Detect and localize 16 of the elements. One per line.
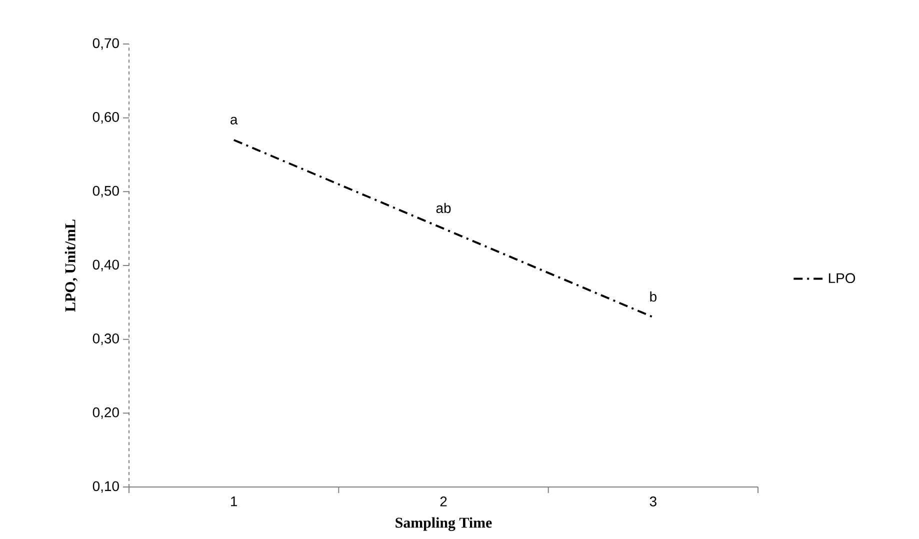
y-tick-label: 0,60 [92, 112, 119, 124]
x-axis-title: Sampling Time [396, 517, 492, 531]
y-tick-label: 0,50 [92, 186, 119, 198]
y-tick-label: 0,40 [92, 260, 119, 272]
y-axis-title: LPO, Unit/mL [64, 220, 78, 312]
annotation: ab [436, 202, 451, 214]
annotation: b [650, 291, 656, 302]
x-tick-label: 3 [650, 496, 656, 506]
x-tick-label: 2 [440, 496, 447, 506]
y-tick-label: 0,20 [92, 407, 119, 419]
annotation: a [230, 116, 238, 124]
y-tick-label: 0,10 [92, 481, 119, 493]
legend-label: LPO [828, 273, 856, 284]
y-tick-label: 0,70 [92, 38, 119, 50]
y-tick-label: 0,30 [92, 334, 119, 346]
x-tick-label: 1 [231, 496, 238, 506]
